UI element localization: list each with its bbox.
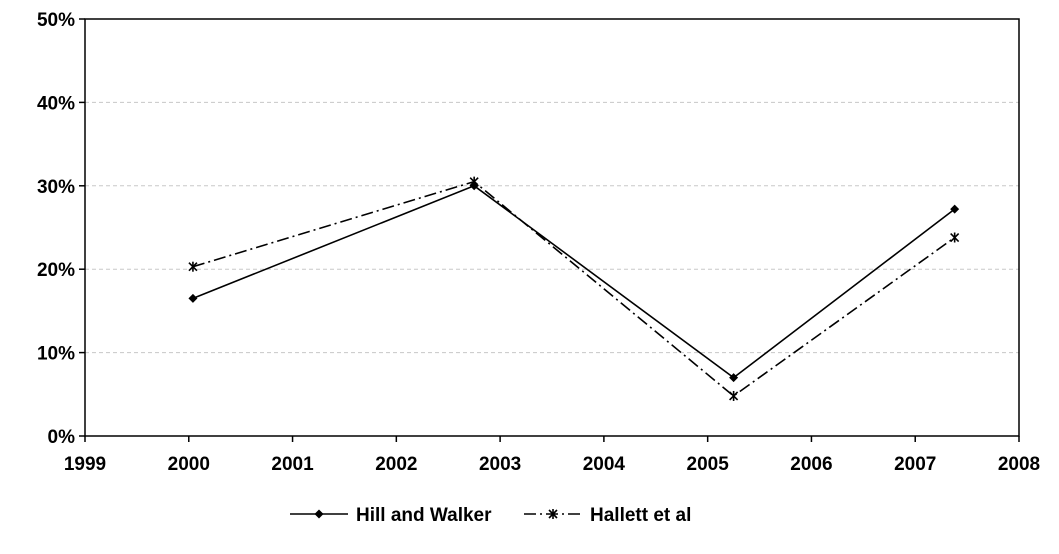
x-tick-label: 2000: [168, 454, 210, 475]
legend: Hill and Walker Hallett et al: [290, 505, 691, 526]
y-tick-label: 50%: [37, 10, 75, 31]
y-tick-label: 0%: [48, 427, 76, 448]
data-point-hill-and-walker: [188, 293, 198, 303]
series-group: [188, 176, 960, 401]
y-tick-label: 40%: [37, 93, 75, 114]
legend-label-hill-and-walker: Hill and Walker: [356, 505, 492, 526]
y-tick-label: 30%: [37, 177, 75, 198]
x-tick-label: 2001: [271, 454, 314, 475]
data-point-hallett-et-al: [469, 176, 479, 187]
y-tick-label: 20%: [37, 260, 75, 281]
x-tick-label: 2005: [687, 454, 730, 475]
legend-label-hallett-et-al: Hallett et al: [590, 505, 691, 526]
x-tick-label: 2003: [479, 454, 521, 475]
x-tick-label: 2008: [998, 454, 1040, 475]
legend-marker-hill-and-walker: [314, 509, 324, 519]
x-tick-label: 2004: [583, 454, 626, 475]
x-tick-label: 1999: [64, 454, 106, 475]
gridlines: [85, 101, 1019, 354]
x-tick-label: 2006: [790, 454, 832, 475]
data-point-hill-and-walker: [950, 204, 960, 214]
x-axis: 1999 2000 2001 2002 2003 2004 2005 2006 2007 2008: [64, 436, 1040, 475]
y-axis: 0% 10% 20% 30% 40% 50%: [37, 10, 85, 448]
y-tick-label: 10%: [37, 344, 75, 365]
data-point-hallett-et-al: [188, 261, 198, 272]
x-tick-label: 2007: [894, 454, 936, 475]
series-line-hill-and-walker: [192, 184, 956, 379]
x-tick-label: 2002: [375, 454, 417, 475]
data-point-hallett-et-al: [729, 390, 739, 401]
data-point-hill-and-walker: [729, 373, 739, 383]
series-line-hallett-et-al: [192, 180, 956, 397]
data-point-hallett-et-al: [950, 232, 960, 243]
legend-marker-hallett-et-al: [548, 509, 558, 519]
plot-area-border: [84, 18, 1020, 437]
